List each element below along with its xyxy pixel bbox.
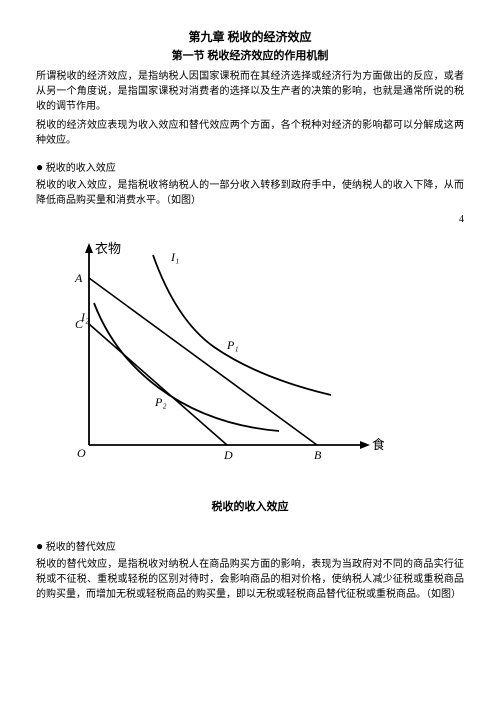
svg-text:A: A: [74, 271, 83, 285]
chart-caption: 税收的收入效应: [36, 499, 464, 516]
intro-paragraph-2: 税收的经济效应表现为收入效应和替代效应两个方面，各个税种对经济的影响都可以分解成…: [36, 118, 464, 148]
bullet-icon: ●: [36, 160, 43, 174]
svg-text:衣物: 衣物: [95, 241, 121, 256]
svg-text:O: O: [77, 446, 86, 460]
section-title: 第一节 税收经济效应的作用机制: [36, 48, 464, 65]
svg-text:B: B: [314, 448, 322, 462]
section-1-heading: ● 税收的收入效应: [36, 158, 464, 176]
svg-text:I₁: I₁: [170, 250, 179, 264]
svg-text:P₂: P₂: [154, 395, 167, 409]
svg-text:D: D: [223, 448, 233, 462]
chapter-title: 第九章 税收的经济效应: [36, 28, 464, 46]
svg-text:I₂: I₂: [80, 310, 89, 324]
svg-text:P₁: P₁: [226, 338, 239, 352]
intro-paragraph-1: 所谓税收的经济效应，是指纳税人因国家课税而在其经济选择或经济行为方面做出的反应，…: [36, 69, 464, 114]
section-1-paragraph: 税收的收入效应，是指税收将纳税人的一部分收入转移到政府手中，使纳税人的收入下降，…: [36, 178, 464, 208]
bullet-icon: ●: [36, 539, 43, 553]
chart-svg: 衣物食品OACBDP₁P₂I₁I₂: [54, 235, 384, 480]
section-2-heading: ● 税收的替代效应: [36, 537, 464, 555]
section-1-heading-text: 税收的收入效应: [46, 163, 116, 174]
section-2-heading-text: 税收的替代效应: [46, 542, 116, 553]
section-2-paragraph: 税收的替代效应，是指税收对纳税人在商品购买方面的影响，表现为当政府对不同的商品实…: [36, 557, 464, 602]
income-effect-chart: 衣物食品OACBDP₁P₂I₁I₂: [54, 235, 464, 485]
svg-text:食品: 食品: [372, 437, 384, 452]
page-number: 4: [36, 212, 464, 227]
